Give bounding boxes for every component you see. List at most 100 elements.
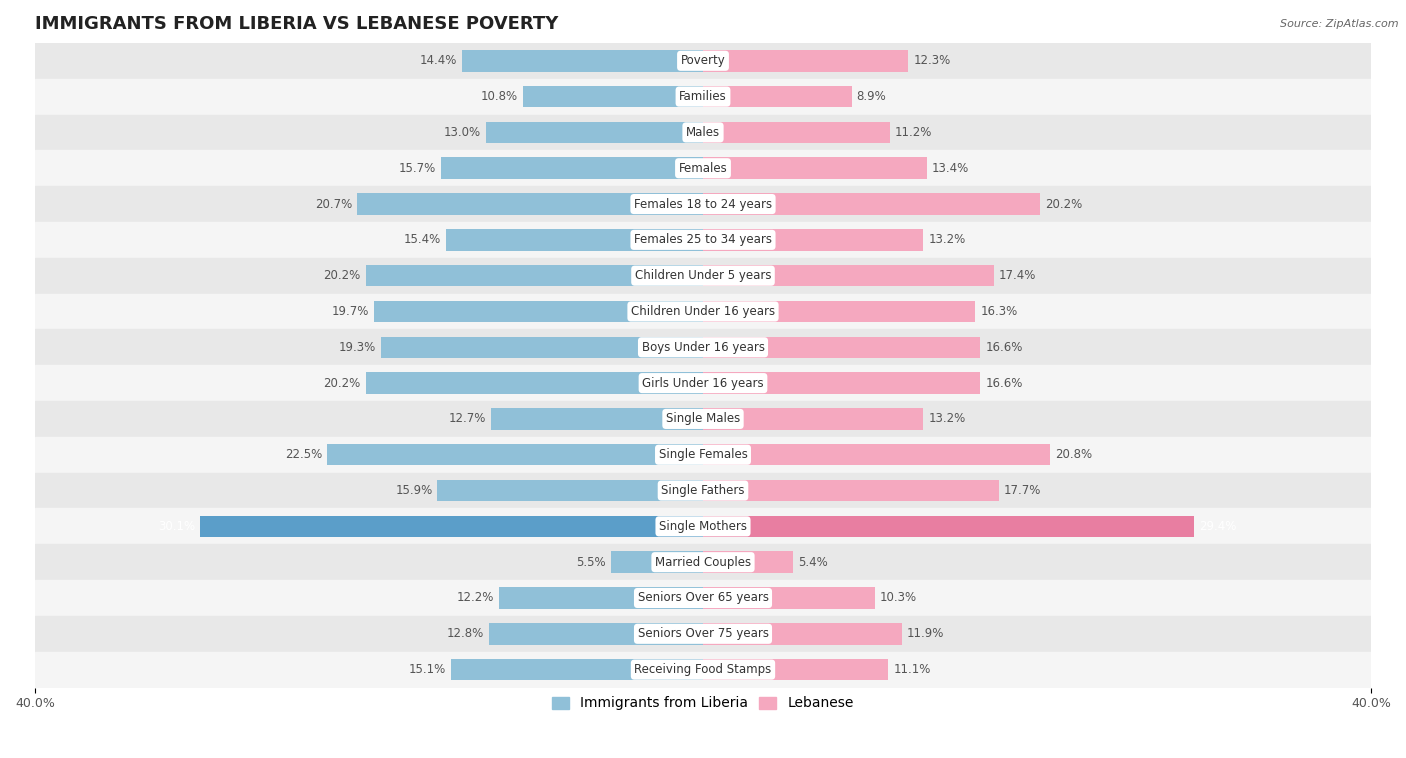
Bar [366,372,703,394]
Text: 29.4%: 29.4% [1199,520,1236,533]
Text: 19.3%: 19.3% [339,341,375,354]
Bar [703,587,875,609]
Bar [200,515,703,537]
Text: IMMIGRANTS FROM LIBERIA VS LEBANESE POVERTY: IMMIGRANTS FROM LIBERIA VS LEBANESE POVE… [35,15,558,33]
Bar [489,623,703,644]
Text: Females 25 to 34 years: Females 25 to 34 years [634,233,772,246]
Text: 15.9%: 15.9% [395,484,433,497]
Text: 16.6%: 16.6% [986,341,1022,354]
Text: 12.7%: 12.7% [449,412,486,425]
Bar [35,330,1371,365]
Bar [523,86,703,108]
Text: 13.2%: 13.2% [928,233,966,246]
Bar [703,659,889,681]
Bar [703,193,1040,215]
Text: 5.5%: 5.5% [576,556,606,568]
Bar [35,509,1371,544]
Bar [374,301,703,322]
Bar [486,122,703,143]
Bar [703,372,980,394]
Text: Poverty: Poverty [681,55,725,67]
Bar [703,158,927,179]
Text: Single Fathers: Single Fathers [661,484,745,497]
Bar [35,222,1371,258]
Bar [35,544,1371,580]
Bar [35,652,1371,688]
Text: Females 18 to 24 years: Females 18 to 24 years [634,198,772,211]
Text: 8.9%: 8.9% [856,90,886,103]
Bar [35,365,1371,401]
Text: 20.8%: 20.8% [1056,448,1092,461]
Bar [703,50,908,71]
Bar [35,150,1371,186]
Text: 15.1%: 15.1% [409,663,446,676]
Text: Source: ZipAtlas.com: Source: ZipAtlas.com [1281,19,1399,29]
Bar [35,437,1371,473]
Text: 20.2%: 20.2% [323,377,360,390]
Text: 13.4%: 13.4% [932,161,969,175]
Text: Seniors Over 75 years: Seniors Over 75 years [637,628,769,641]
Bar [35,258,1371,293]
Bar [35,186,1371,222]
Text: 12.8%: 12.8% [447,628,484,641]
Text: Seniors Over 65 years: Seniors Over 65 years [637,591,769,604]
Text: Males: Males [686,126,720,139]
Text: 15.4%: 15.4% [404,233,441,246]
Legend: Immigrants from Liberia, Lebanese: Immigrants from Liberia, Lebanese [547,691,859,716]
Text: 10.8%: 10.8% [481,90,517,103]
Bar [35,473,1371,509]
Bar [703,444,1050,465]
Text: 14.4%: 14.4% [420,55,457,67]
Text: 22.5%: 22.5% [285,448,322,461]
Bar [381,337,703,358]
Text: Children Under 16 years: Children Under 16 years [631,305,775,318]
Bar [703,480,998,501]
Bar [703,623,901,644]
Bar [35,114,1371,150]
Text: 11.2%: 11.2% [896,126,932,139]
Bar [703,515,1194,537]
Bar [35,293,1371,330]
Text: 16.6%: 16.6% [986,377,1022,390]
Bar [703,265,994,287]
Bar [451,659,703,681]
Bar [703,122,890,143]
Text: Married Couples: Married Couples [655,556,751,568]
Bar [463,50,703,71]
Bar [328,444,703,465]
Text: 20.2%: 20.2% [323,269,360,282]
Text: 16.3%: 16.3% [980,305,1018,318]
Text: Single Females: Single Females [658,448,748,461]
Text: 17.4%: 17.4% [998,269,1036,282]
Text: Receiving Food Stamps: Receiving Food Stamps [634,663,772,676]
Text: Children Under 5 years: Children Under 5 years [634,269,772,282]
Text: Families: Families [679,90,727,103]
Bar [703,229,924,251]
Bar [703,301,976,322]
Bar [35,401,1371,437]
Text: 17.7%: 17.7% [1004,484,1040,497]
Bar [35,580,1371,616]
Bar [441,158,703,179]
Text: Single Males: Single Males [666,412,740,425]
Text: Girls Under 16 years: Girls Under 16 years [643,377,763,390]
Bar [35,43,1371,79]
Text: 11.9%: 11.9% [907,628,945,641]
Text: 15.7%: 15.7% [398,161,436,175]
Text: 19.7%: 19.7% [332,305,368,318]
Bar [703,551,793,573]
Text: 12.2%: 12.2% [457,591,495,604]
Text: 12.3%: 12.3% [914,55,950,67]
Bar [446,229,703,251]
Text: 10.3%: 10.3% [880,591,917,604]
Text: 13.2%: 13.2% [928,412,966,425]
Text: 30.1%: 30.1% [157,520,195,533]
Text: 11.1%: 11.1% [893,663,931,676]
Bar [491,408,703,430]
Text: Females: Females [679,161,727,175]
Bar [357,193,703,215]
Bar [499,587,703,609]
Bar [612,551,703,573]
Text: Single Mothers: Single Mothers [659,520,747,533]
Bar [437,480,703,501]
